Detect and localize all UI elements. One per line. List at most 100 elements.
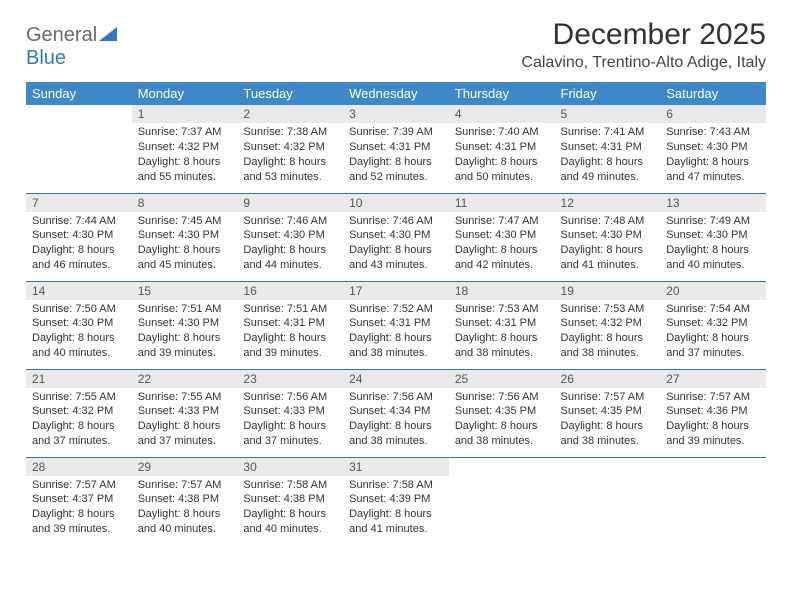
daylight-text: and 53 minutes. (243, 170, 337, 185)
daylight-text: Daylight: 8 hours (349, 243, 443, 258)
calendar-cell: 28Sunrise: 7:57 AMSunset: 4:37 PMDayligh… (26, 457, 132, 545)
daylight-text: and 49 minutes. (561, 170, 655, 185)
day-number: 16 (237, 282, 343, 300)
day-number: 25 (449, 370, 555, 388)
calendar-cell: 3Sunrise: 7:39 AMSunset: 4:31 PMDaylight… (343, 105, 449, 193)
sunrise-text: Sunrise: 7:52 AM (349, 302, 443, 317)
daylight-text: and 38 minutes. (349, 434, 443, 449)
sunrise-text: Sunrise: 7:58 AM (243, 478, 337, 493)
sunset-text: Sunset: 4:30 PM (138, 316, 232, 331)
day-details: Sunrise: 7:46 AMSunset: 4:30 PMDaylight:… (343, 212, 449, 277)
day-number: 13 (660, 194, 766, 212)
daylight-text: Daylight: 8 hours (243, 243, 337, 258)
day-details: Sunrise: 7:53 AMSunset: 4:31 PMDaylight:… (449, 300, 555, 365)
daylight-text: and 37 minutes. (243, 434, 337, 449)
sunset-text: Sunset: 4:31 PM (455, 316, 549, 331)
sunset-text: Sunset: 4:31 PM (243, 316, 337, 331)
daylight-text: and 40 minutes. (666, 258, 760, 273)
daylight-text: and 40 minutes. (138, 522, 232, 537)
daylight-text: Daylight: 8 hours (243, 331, 337, 346)
daylight-text: and 38 minutes. (349, 346, 443, 361)
sunrise-text: Sunrise: 7:56 AM (243, 390, 337, 405)
calendar-cell: 8Sunrise: 7:45 AMSunset: 4:30 PMDaylight… (132, 193, 238, 281)
day-details: Sunrise: 7:57 AMSunset: 4:35 PMDaylight:… (555, 388, 661, 453)
daylight-text: Daylight: 8 hours (349, 419, 443, 434)
day-details: Sunrise: 7:57 AMSunset: 4:36 PMDaylight:… (660, 388, 766, 453)
calendar-cell: 21Sunrise: 7:55 AMSunset: 4:32 PMDayligh… (26, 369, 132, 457)
calendar-cell: 5Sunrise: 7:41 AMSunset: 4:31 PMDaylight… (555, 105, 661, 193)
daylight-text: Daylight: 8 hours (666, 331, 760, 346)
daylight-text: Daylight: 8 hours (138, 243, 232, 258)
daylight-text: Daylight: 8 hours (32, 331, 126, 346)
weekday-header: Monday (132, 82, 238, 105)
calendar-cell: 10Sunrise: 7:46 AMSunset: 4:30 PMDayligh… (343, 193, 449, 281)
sunrise-text: Sunrise: 7:48 AM (561, 214, 655, 229)
daylight-text: Daylight: 8 hours (666, 419, 760, 434)
day-number: 7 (26, 194, 132, 212)
day-details: Sunrise: 7:57 AMSunset: 4:38 PMDaylight:… (132, 476, 238, 541)
sunrise-text: Sunrise: 7:54 AM (666, 302, 760, 317)
sunrise-text: Sunrise: 7:40 AM (455, 125, 549, 140)
sunset-text: Sunset: 4:31 PM (455, 140, 549, 155)
daylight-text: and 37 minutes. (666, 346, 760, 361)
month-title: December 2025 (521, 18, 766, 52)
calendar-cell: 6Sunrise: 7:43 AMSunset: 4:30 PMDaylight… (660, 105, 766, 193)
daylight-text: and 52 minutes. (349, 170, 443, 185)
day-number: 17 (343, 282, 449, 300)
day-number: 11 (449, 194, 555, 212)
calendar-cell: 2Sunrise: 7:38 AMSunset: 4:32 PMDaylight… (237, 105, 343, 193)
daylight-text: Daylight: 8 hours (561, 243, 655, 258)
daylight-text: Daylight: 8 hours (561, 155, 655, 170)
calendar-cell: 9Sunrise: 7:46 AMSunset: 4:30 PMDaylight… (237, 193, 343, 281)
sunrise-text: Sunrise: 7:53 AM (561, 302, 655, 317)
daylight-text: Daylight: 8 hours (138, 331, 232, 346)
day-number: 8 (132, 194, 238, 212)
sunset-text: Sunset: 4:30 PM (666, 228, 760, 243)
calendar-row: 1Sunrise: 7:37 AMSunset: 4:32 PMDaylight… (26, 105, 766, 193)
day-number: 15 (132, 282, 238, 300)
sunrise-text: Sunrise: 7:41 AM (561, 125, 655, 140)
sunrise-text: Sunrise: 7:39 AM (349, 125, 443, 140)
sunset-text: Sunset: 4:30 PM (666, 140, 760, 155)
daylight-text: and 47 minutes. (666, 170, 760, 185)
sunset-text: Sunset: 4:35 PM (455, 404, 549, 419)
sunset-text: Sunset: 4:37 PM (32, 492, 126, 507)
daylight-text: and 50 minutes. (455, 170, 549, 185)
calendar-cell (26, 105, 132, 193)
calendar-cell: 1Sunrise: 7:37 AMSunset: 4:32 PMDaylight… (132, 105, 238, 193)
daylight-text: Daylight: 8 hours (455, 419, 549, 434)
day-details: Sunrise: 7:51 AMSunset: 4:31 PMDaylight:… (237, 300, 343, 365)
sunset-text: Sunset: 4:32 PM (666, 316, 760, 331)
calendar-cell: 4Sunrise: 7:40 AMSunset: 4:31 PMDaylight… (449, 105, 555, 193)
calendar-cell: 22Sunrise: 7:55 AMSunset: 4:33 PMDayligh… (132, 369, 238, 457)
day-number: 19 (555, 282, 661, 300)
sunrise-text: Sunrise: 7:46 AM (243, 214, 337, 229)
day-number: 31 (343, 458, 449, 476)
sunset-text: Sunset: 4:30 PM (138, 228, 232, 243)
daylight-text: and 55 minutes. (138, 170, 232, 185)
sunset-text: Sunset: 4:33 PM (138, 404, 232, 419)
calendar-cell: 20Sunrise: 7:54 AMSunset: 4:32 PMDayligh… (660, 281, 766, 369)
day-details: Sunrise: 7:58 AMSunset: 4:38 PMDaylight:… (237, 476, 343, 541)
sunrise-text: Sunrise: 7:43 AM (666, 125, 760, 140)
day-details: Sunrise: 7:56 AMSunset: 4:33 PMDaylight:… (237, 388, 343, 453)
calendar-cell (449, 457, 555, 545)
calendar-row: 7Sunrise: 7:44 AMSunset: 4:30 PMDaylight… (26, 193, 766, 281)
day-details: Sunrise: 7:56 AMSunset: 4:35 PMDaylight:… (449, 388, 555, 453)
day-details: Sunrise: 7:55 AMSunset: 4:32 PMDaylight:… (26, 388, 132, 453)
day-details: Sunrise: 7:58 AMSunset: 4:39 PMDaylight:… (343, 476, 449, 541)
sunrise-text: Sunrise: 7:44 AM (32, 214, 126, 229)
day-details: Sunrise: 7:43 AMSunset: 4:30 PMDaylight:… (660, 123, 766, 188)
daylight-text: and 41 minutes. (561, 258, 655, 273)
daylight-text: Daylight: 8 hours (666, 155, 760, 170)
calendar-cell: 18Sunrise: 7:53 AMSunset: 4:31 PMDayligh… (449, 281, 555, 369)
day-number: 4 (449, 105, 555, 123)
sunrise-text: Sunrise: 7:38 AM (243, 125, 337, 140)
daylight-text: Daylight: 8 hours (138, 507, 232, 522)
day-number: 14 (26, 282, 132, 300)
sunrise-text: Sunrise: 7:56 AM (455, 390, 549, 405)
day-details: Sunrise: 7:53 AMSunset: 4:32 PMDaylight:… (555, 300, 661, 365)
sunset-text: Sunset: 4:31 PM (349, 140, 443, 155)
daylight-text: and 40 minutes. (243, 522, 337, 537)
calendar-cell: 19Sunrise: 7:53 AMSunset: 4:32 PMDayligh… (555, 281, 661, 369)
